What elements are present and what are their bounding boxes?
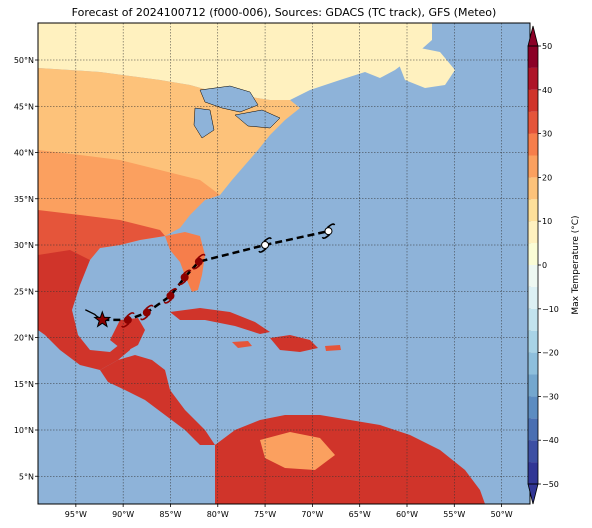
colorbar-tick-label: −40 — [542, 436, 559, 445]
lon-tick-label: 90°W — [112, 510, 134, 519]
hurricane-symbol-icon — [121, 312, 135, 328]
land-hispaniola — [270, 335, 318, 352]
colorbar-tick-label: −20 — [542, 349, 559, 358]
colorbar-segment — [528, 396, 538, 419]
lat-tick-label: 25°N — [14, 287, 34, 296]
lat-tick-label: 20°N — [14, 334, 34, 343]
lon-tick-label: 70°W — [301, 510, 323, 519]
land-florida — [165, 232, 205, 292]
colorbar-tick-label: −10 — [542, 305, 559, 314]
lon-tick-label: 55°W — [443, 510, 465, 519]
colorbar-tick-label: 20 — [542, 173, 552, 182]
lon-tick-label: 60°W — [396, 510, 418, 519]
map-title: Forecast of 2024100712 (f000-006), Sourc… — [71, 6, 497, 19]
lon-tick-label: 80°W — [207, 510, 229, 519]
lon-tick-label: 65°W — [349, 510, 371, 519]
hurricane-symbol-icon — [192, 253, 206, 270]
lat-tick-label: 35°N — [14, 195, 34, 204]
colorbar-segment — [528, 221, 538, 244]
hurricane-symbol-icon — [321, 223, 336, 239]
lon-tick-label: 85°W — [159, 510, 181, 519]
lat-tick-label: 5°N — [19, 472, 34, 481]
lat-tick-label: 40°N — [14, 149, 34, 158]
colorbar-segment — [528, 177, 538, 200]
colorbar-tick-label: −30 — [542, 392, 559, 401]
land-puerto-rico — [325, 345, 341, 351]
land-mexico — [38, 250, 135, 370]
colorbar-segment — [528, 89, 538, 112]
colorbar-segment — [528, 286, 538, 309]
hurricane-symbol-icon — [177, 269, 192, 286]
map-gridlines — [38, 23, 530, 504]
colorbar-tick-label: 50 — [542, 42, 552, 51]
lon-tick-label: 75°W — [254, 510, 276, 519]
colorbar-segment — [528, 440, 538, 463]
colorbar-segment — [528, 155, 538, 178]
lat-tick-label: 10°N — [14, 426, 34, 435]
colorbar-segment — [528, 199, 538, 222]
longitude-axis: 95°W 90°W 85°W 80°W 75°W 70°W 65°W 60°W 55°W 50°W — [65, 504, 513, 519]
hurricane-symbol-icon — [140, 304, 154, 321]
lat-tick-label: 30°N — [14, 241, 34, 250]
storm-track — [85, 223, 336, 328]
colorbar-segment — [528, 374, 538, 397]
colorbar-tick-label: 0 — [542, 261, 547, 270]
lat-tick-label: 45°N — [14, 102, 34, 111]
land-layer — [38, 23, 485, 504]
land-south-america-hot — [260, 432, 335, 470]
colorbar-segment — [528, 462, 538, 484]
current-position-star-icon — [93, 310, 112, 328]
great-lakes — [193, 85, 281, 139]
colorbar-tick-label: 10 — [542, 217, 552, 226]
colorbar-segment — [528, 352, 538, 375]
hurricane-symbol-icon — [258, 237, 272, 253]
land-jamaica — [232, 341, 252, 348]
land-central-america — [100, 355, 215, 445]
land-canada-east — [398, 48, 455, 88]
hurricane-symbol-icon — [163, 288, 178, 304]
latitude-axis: 5°N 10°N 15°N 20°N 25°N 30°N 35°N 40°N 45°N 50°N — [14, 56, 38, 481]
lat-tick-label: 15°N — [14, 380, 34, 389]
colorbar-segment — [528, 330, 538, 353]
colorbar-tick-label: 30 — [542, 130, 552, 139]
colorbar-tick-label: 40 — [542, 86, 552, 95]
land-cuba — [170, 308, 270, 334]
lat-tick-label: 50°N — [14, 56, 34, 65]
colorbar-tick-label: −50 — [542, 480, 559, 489]
colorbar-segment — [528, 243, 538, 265]
colorbar: 50 40 30 20 10 0 −10 −20 −30 −40 −50 — [527, 25, 559, 505]
colorbar-segment — [528, 265, 538, 287]
colorbar-segment — [528, 67, 538, 90]
colorbar-segment — [528, 308, 538, 331]
land-canada — [38, 23, 432, 100]
colorbar-segment — [528, 46, 538, 68]
colorbar-segment — [528, 133, 538, 156]
land-yucatan — [110, 318, 145, 352]
colorbar-segment — [528, 111, 538, 134]
lon-tick-label: 50°W — [491, 510, 513, 519]
colorbar-segment — [528, 418, 538, 441]
lon-tick-label: 95°W — [65, 510, 87, 519]
colorbar-label: Max Temperature (°C) — [571, 215, 581, 314]
